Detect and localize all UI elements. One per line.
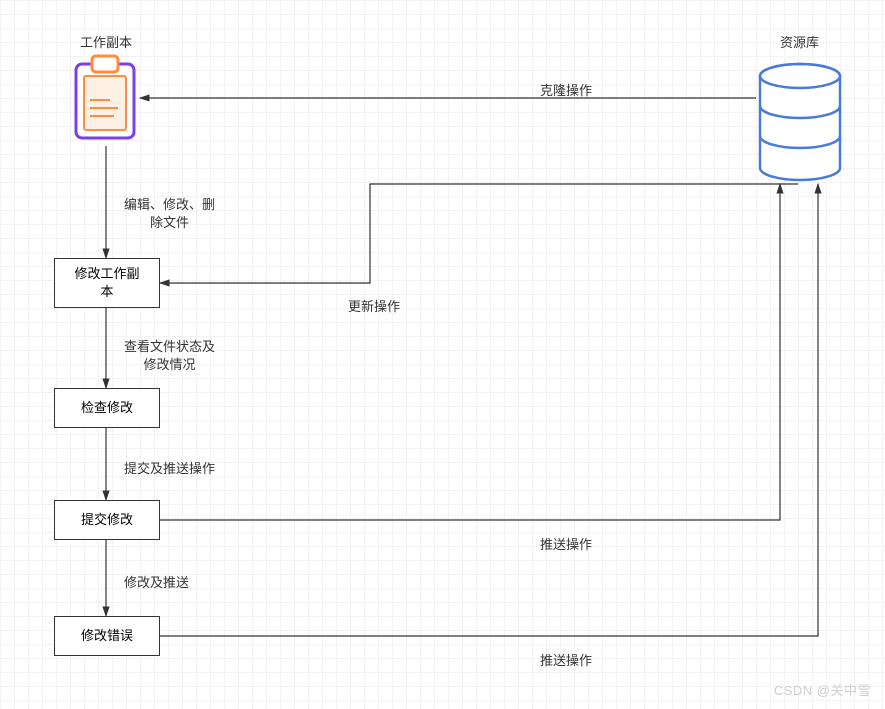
node-check-modify: 检查修改	[54, 388, 160, 428]
clipboard-icon	[72, 54, 138, 142]
edge-label-clone: 克隆操作	[540, 82, 592, 100]
edge-label-fix_push: 修改及推送	[124, 574, 189, 592]
node-commit-modify: 提交修改	[54, 500, 160, 540]
edge-label-commit_push: 提交及推送操作	[124, 460, 215, 478]
edge-label-status: 查看文件状态及 修改情况	[124, 338, 215, 374]
edge-label-update: 更新操作	[348, 298, 400, 316]
edge-push1	[160, 184, 780, 520]
edge-label-push2: 推送操作	[540, 652, 592, 670]
working-copy-title: 工作副本	[80, 32, 132, 51]
edge-label-edit: 编辑、修改、删 除文件	[124, 196, 215, 232]
node-label: 修改错误	[81, 627, 133, 645]
node-label: 检查修改	[81, 399, 133, 417]
database-icon	[756, 62, 844, 182]
diagram-canvas: 工作副本 资源库 修改工作副 本 检查修改 提交修改 修改错误 克隆操作编辑、修…	[0, 0, 885, 709]
edge-update	[160, 184, 798, 283]
node-fix-error: 修改错误	[54, 616, 160, 656]
edge-push2	[160, 184, 818, 636]
node-label: 提交修改	[81, 511, 133, 529]
node-modify-working-copy: 修改工作副 本	[54, 258, 160, 308]
edge-label-push1: 推送操作	[540, 536, 592, 554]
node-label: 修改工作副 本	[74, 265, 139, 301]
watermark: CSDN @关中雪	[774, 680, 871, 699]
repository-title: 资源库	[780, 32, 819, 51]
